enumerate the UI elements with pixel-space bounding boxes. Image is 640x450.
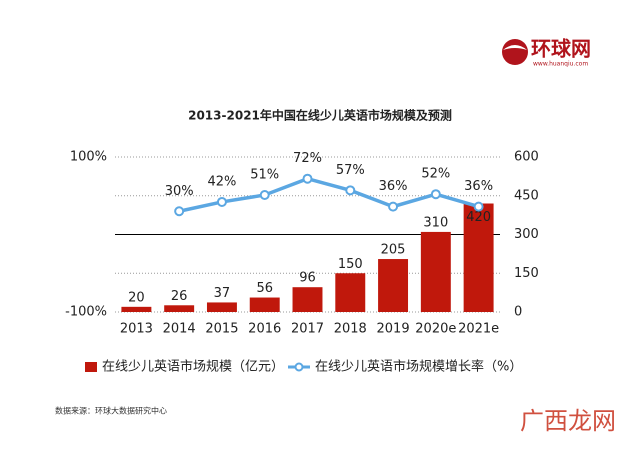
line-label: 52% xyxy=(421,167,450,182)
watermark: 广西龙网 xyxy=(520,407,616,435)
bar-label: 205 xyxy=(381,243,406,258)
y2-tick-label: 0 xyxy=(514,305,522,320)
x-tick-label: 2020e xyxy=(415,322,456,337)
bar-label: 20 xyxy=(128,290,145,305)
line-point xyxy=(174,206,185,217)
line xyxy=(178,176,480,213)
bar xyxy=(335,273,366,312)
y2-tick-label: 450 xyxy=(514,188,539,203)
line-label: 30% xyxy=(165,184,194,199)
line-label: 42% xyxy=(207,174,236,189)
bar xyxy=(121,306,152,312)
legend-label: 在线少儿英语市场规模（亿元） xyxy=(102,359,284,375)
line-point xyxy=(473,201,484,212)
bar-label: 56 xyxy=(256,281,273,296)
y2-tick-label: 600 xyxy=(514,150,539,165)
line-label: 36% xyxy=(464,179,493,194)
x-tick-label: 2018 xyxy=(334,322,367,337)
bar xyxy=(206,302,237,312)
logo-url: www.huanqiu.com xyxy=(533,61,588,68)
bar xyxy=(378,259,409,312)
line-point xyxy=(302,173,313,184)
logo-name: 环球网 xyxy=(531,37,591,61)
line-label: 36% xyxy=(379,179,408,194)
chart-title: 2013-2021年中国在线少儿英语市场规模及预测 xyxy=(188,108,452,123)
bar xyxy=(164,305,195,312)
line-point xyxy=(345,185,356,196)
legend-swatch xyxy=(85,362,97,372)
line-label: 57% xyxy=(336,163,365,178)
logo-icon xyxy=(502,39,528,65)
line-point xyxy=(430,189,441,200)
x-tick-label: 2016 xyxy=(248,322,281,337)
x-tick-label: 2021e xyxy=(458,322,499,337)
bar-label: 37 xyxy=(214,286,231,301)
line-label: 51% xyxy=(250,167,279,182)
x-tick-label: 2019 xyxy=(377,322,410,337)
bar xyxy=(292,287,323,312)
x-tick-label: 2015 xyxy=(205,322,238,337)
x-tick-label: 2014 xyxy=(163,322,196,337)
x-tick-label: 2013 xyxy=(120,322,153,337)
bar xyxy=(249,297,280,312)
line-point xyxy=(388,201,399,212)
y-tick-label: -100% xyxy=(65,305,107,320)
legend-swatch-point xyxy=(294,362,304,372)
y2-tick-label: 150 xyxy=(514,266,539,281)
bar xyxy=(420,231,451,312)
bar xyxy=(463,203,494,312)
line-point xyxy=(216,196,227,207)
x-tick-label: 2017 xyxy=(291,322,324,337)
line-point xyxy=(259,189,270,200)
y-tick-label: 100% xyxy=(70,150,107,165)
bar-label: 96 xyxy=(299,271,316,286)
bar-label: 150 xyxy=(338,257,363,272)
bar-label: 310 xyxy=(423,215,448,230)
legend-label: 在线少儿英语市场规模增长率（%） xyxy=(315,359,522,375)
bar-label: 26 xyxy=(171,289,188,304)
logo-icon-mark xyxy=(503,45,527,50)
bar-label: 420 xyxy=(466,210,491,225)
y2-tick-label: 300 xyxy=(514,227,539,242)
line-label: 72% xyxy=(293,151,322,166)
source: 数据来源：环球大数据研究中心 xyxy=(55,406,167,416)
